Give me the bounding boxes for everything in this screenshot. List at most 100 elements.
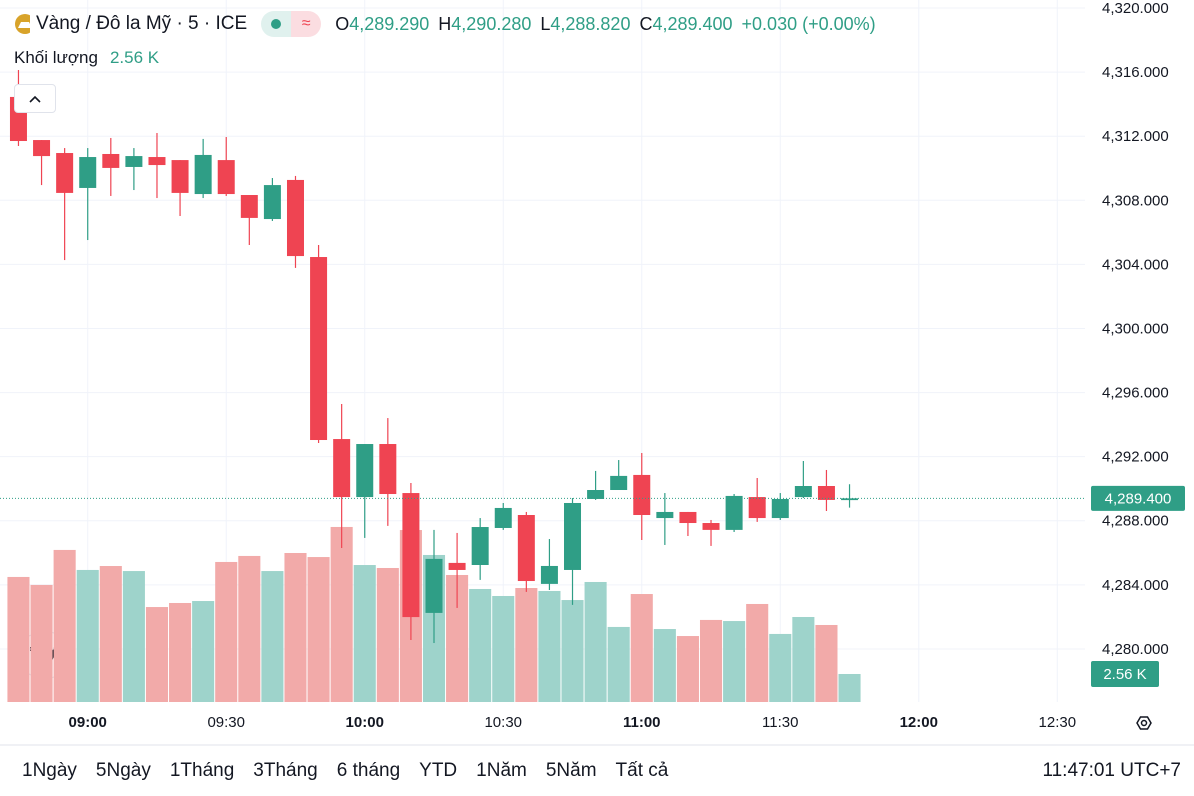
- y-tick-label: 4,300.000: [1102, 320, 1169, 337]
- candle-body: [471, 527, 489, 565]
- range-button[interactable]: YTD: [419, 760, 458, 781]
- volume-bar: [538, 590, 561, 702]
- candle-body: [610, 475, 628, 491]
- candle-body: [679, 511, 697, 524]
- grid: [0, 0, 1085, 702]
- x-tick-label: 09:00: [69, 714, 107, 731]
- legend-header: Vàng / Đô la Mỹ · 5 · ICE ≈ O4,289.290 H4…: [0, 10, 876, 38]
- candle-body: [448, 562, 466, 570]
- y-tick-label: 4,316.000: [1102, 64, 1169, 81]
- range-button[interactable]: 5Năm: [545, 760, 597, 781]
- candle-body: [263, 185, 281, 220]
- volume-bar: [584, 581, 607, 702]
- y-tick-label: 4,320.000: [1102, 0, 1169, 17]
- x-tick-label: 11:30: [762, 714, 798, 731]
- candles: [9, 70, 859, 644]
- volume-bar: [145, 607, 169, 702]
- volume-bar: [7, 576, 30, 702]
- range-button[interactable]: Tất cả: [615, 760, 669, 781]
- x-tick-label: 11:00: [623, 714, 661, 731]
- candle-body: [56, 153, 74, 193]
- range-button[interactable]: 6 tháng: [336, 760, 401, 781]
- settings-icon[interactable]: [1136, 716, 1152, 730]
- candle-body: [402, 493, 420, 618]
- candle-body: [171, 160, 189, 193]
- price-label: 4,289.400: [1105, 490, 1172, 507]
- x-tick-label: 09:30: [207, 714, 245, 731]
- candle-body: [33, 140, 51, 157]
- symbol-icon: [15, 14, 30, 34]
- candle-body: [564, 502, 582, 570]
- candle-body: [540, 565, 558, 584]
- candle-body: [517, 515, 535, 582]
- volume-bar: [307, 557, 330, 702]
- volume: [7, 526, 861, 702]
- candle-body: [148, 157, 166, 166]
- volume-label: Khối lượng: [14, 48, 98, 67]
- candle-body: [794, 486, 812, 498]
- volume-axis-label: 2.56 K: [1103, 666, 1146, 683]
- ohlc-item: O4,289.290: [335, 14, 429, 35]
- candle-body: [725, 495, 743, 530]
- candle-body: [425, 558, 443, 613]
- volume-bar: [284, 552, 307, 702]
- ohlc-key: H: [438, 13, 452, 34]
- candle-body: [240, 195, 258, 218]
- x-tick-label: 10:00: [346, 714, 384, 731]
- range-button[interactable]: 1Ngày: [22, 760, 77, 781]
- volume-label-box: [1091, 660, 1159, 687]
- x-tick-label: 10:30: [484, 714, 522, 731]
- candle-body: [702, 523, 720, 530]
- candle-body: [771, 498, 789, 519]
- ohlc-value: 4,288.820: [550, 13, 631, 34]
- range-button[interactable]: 5Ngày: [95, 760, 151, 781]
- volume-bar: [607, 626, 630, 702]
- clock: 11:47:01 UTC+7: [1042, 760, 1181, 781]
- candle-body: [217, 160, 235, 195]
- volume-bar: [169, 602, 192, 702]
- range-button[interactable]: 3Tháng: [253, 760, 318, 781]
- volume-bar: [353, 565, 376, 702]
- volume-bar: [330, 526, 353, 702]
- candle-body: [817, 486, 835, 500]
- candle-body: [587, 490, 605, 499]
- volume-bar: [215, 561, 238, 702]
- ohlc-item: C4,289.400: [639, 14, 732, 35]
- symbol-title[interactable]: Vàng / Đô la Mỹ · 5 · ICE: [36, 13, 248, 34]
- volume-bar: [446, 574, 469, 702]
- volume-bar: [238, 555, 261, 702]
- candle-body: [656, 511, 674, 519]
- candle-body: [310, 257, 328, 441]
- ohlc-key: C: [639, 13, 653, 34]
- status-pills[interactable]: ≈: [261, 11, 322, 37]
- ohlc-value: 4,289.400: [652, 13, 733, 34]
- volume-bar: [192, 601, 215, 702]
- collapse-button[interactable]: [14, 84, 56, 113]
- candle-body: [333, 439, 351, 498]
- volume-bar: [838, 673, 861, 702]
- volume-bar: [492, 595, 515, 702]
- volume-bar: [653, 629, 676, 702]
- candle-body: [841, 498, 859, 501]
- candle-body: [494, 507, 512, 528]
- ohlc-value: 4,290.280: [451, 13, 532, 34]
- ohlc-item: L4,288.820: [540, 14, 630, 35]
- volume-legend: Khối lượng 2.56 K: [14, 48, 159, 68]
- volume-bar: [561, 600, 584, 702]
- candle-body: [633, 474, 651, 516]
- candle-body: [79, 157, 97, 188]
- y-tick-label: 4,308.000: [1102, 192, 1169, 209]
- y-tick-label: 4,280.000: [1102, 641, 1169, 658]
- candle-body: [748, 497, 766, 519]
- volume-bar: [122, 571, 145, 702]
- volume-bar: [30, 584, 53, 702]
- volume-bar: [792, 616, 815, 702]
- range-button[interactable]: 1Tháng: [169, 760, 235, 781]
- y-tick-label: 4,304.000: [1102, 256, 1169, 273]
- candle-body: [286, 179, 304, 257]
- price-label-box: [1091, 485, 1185, 511]
- y-tick-label: 4,312.000: [1102, 128, 1169, 145]
- range-button[interactable]: 1Năm: [476, 760, 527, 781]
